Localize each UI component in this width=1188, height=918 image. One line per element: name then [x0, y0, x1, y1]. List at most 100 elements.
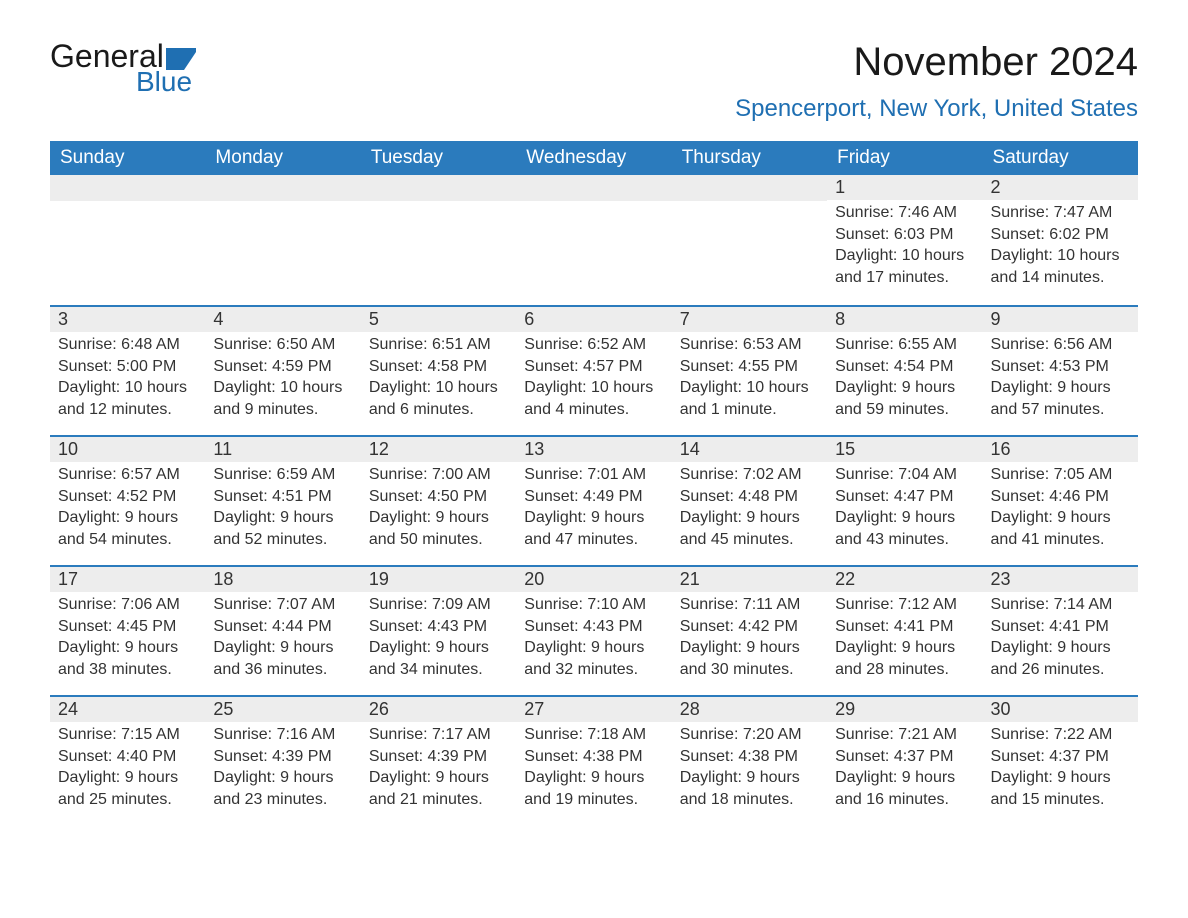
- day-details: Sunrise: 7:16 AMSunset: 4:39 PMDaylight:…: [205, 722, 360, 816]
- sunset-line: Sunset: 4:51 PM: [213, 486, 352, 508]
- day-cell: 21Sunrise: 7:11 AMSunset: 4:42 PMDayligh…: [672, 565, 827, 695]
- day-cell: 29Sunrise: 7:21 AMSunset: 4:37 PMDayligh…: [827, 695, 982, 825]
- weekday-header: Tuesday: [361, 141, 516, 175]
- sunset-line: Sunset: 4:57 PM: [524, 356, 663, 378]
- daylight-line: Daylight: 10 hours and 6 minutes.: [369, 377, 508, 420]
- day-number: 17: [50, 565, 205, 592]
- sunset-line: Sunset: 4:47 PM: [835, 486, 974, 508]
- sunset-line: Sunset: 6:02 PM: [991, 224, 1130, 246]
- day-details: Sunrise: 7:22 AMSunset: 4:37 PMDaylight:…: [983, 722, 1138, 816]
- day-number: [516, 175, 671, 201]
- sunrise-line: Sunrise: 6:52 AM: [524, 334, 663, 356]
- day-cell: 19Sunrise: 7:09 AMSunset: 4:43 PMDayligh…: [361, 565, 516, 695]
- sunrise-line: Sunrise: 7:04 AM: [835, 464, 974, 486]
- day-details: Sunrise: 7:06 AMSunset: 4:45 PMDaylight:…: [50, 592, 205, 686]
- daylight-line: Daylight: 10 hours and 4 minutes.: [524, 377, 663, 420]
- sunset-line: Sunset: 4:44 PM: [213, 616, 352, 638]
- day-cell: 5Sunrise: 6:51 AMSunset: 4:58 PMDaylight…: [361, 305, 516, 435]
- week-row: 3Sunrise: 6:48 AMSunset: 5:00 PMDaylight…: [50, 305, 1138, 435]
- weekday-header: Monday: [205, 141, 360, 175]
- day-cell: 9Sunrise: 6:56 AMSunset: 4:53 PMDaylight…: [983, 305, 1138, 435]
- sunrise-line: Sunrise: 7:15 AM: [58, 724, 197, 746]
- logo-word2: Blue: [136, 68, 192, 96]
- daylight-line: Daylight: 9 hours and 16 minutes.: [835, 767, 974, 810]
- day-cell: 15Sunrise: 7:04 AMSunset: 4:47 PMDayligh…: [827, 435, 982, 565]
- day-number: 19: [361, 565, 516, 592]
- empty-cell: [361, 175, 516, 305]
- empty-cell: [205, 175, 360, 305]
- day-cell: 2Sunrise: 7:47 AMSunset: 6:02 PMDaylight…: [983, 175, 1138, 305]
- weekday-header-row: SundayMondayTuesdayWednesdayThursdayFrid…: [50, 141, 1138, 175]
- sunrise-line: Sunrise: 6:59 AM: [213, 464, 352, 486]
- day-cell: 14Sunrise: 7:02 AMSunset: 4:48 PMDayligh…: [672, 435, 827, 565]
- day-cell: 11Sunrise: 6:59 AMSunset: 4:51 PMDayligh…: [205, 435, 360, 565]
- calendar-grid: SundayMondayTuesdayWednesdayThursdayFrid…: [50, 141, 1138, 825]
- day-cell: 22Sunrise: 7:12 AMSunset: 4:41 PMDayligh…: [827, 565, 982, 695]
- day-cell: 16Sunrise: 7:05 AMSunset: 4:46 PMDayligh…: [983, 435, 1138, 565]
- day-number: 7: [672, 305, 827, 332]
- sunset-line: Sunset: 6:03 PM: [835, 224, 974, 246]
- day-details: Sunrise: 6:48 AMSunset: 5:00 PMDaylight:…: [50, 332, 205, 426]
- day-cell: 1Sunrise: 7:46 AMSunset: 6:03 PMDaylight…: [827, 175, 982, 305]
- daylight-line: Daylight: 9 hours and 43 minutes.: [835, 507, 974, 550]
- day-details: Sunrise: 6:57 AMSunset: 4:52 PMDaylight:…: [50, 462, 205, 556]
- daylight-line: Daylight: 10 hours and 12 minutes.: [58, 377, 197, 420]
- sunrise-line: Sunrise: 7:02 AM: [680, 464, 819, 486]
- day-details: Sunrise: 7:00 AMSunset: 4:50 PMDaylight:…: [361, 462, 516, 556]
- day-cell: 6Sunrise: 6:52 AMSunset: 4:57 PMDaylight…: [516, 305, 671, 435]
- day-details: Sunrise: 6:56 AMSunset: 4:53 PMDaylight:…: [983, 332, 1138, 426]
- day-cell: 26Sunrise: 7:17 AMSunset: 4:39 PMDayligh…: [361, 695, 516, 825]
- page-header: General Blue November 2024 Spencerport, …: [50, 40, 1138, 123]
- sunset-line: Sunset: 4:49 PM: [524, 486, 663, 508]
- weekday-header: Sunday: [50, 141, 205, 175]
- weekday-header: Friday: [827, 141, 982, 175]
- sunset-line: Sunset: 4:50 PM: [369, 486, 508, 508]
- daylight-line: Daylight: 9 hours and 26 minutes.: [991, 637, 1130, 680]
- sunset-line: Sunset: 4:37 PM: [835, 746, 974, 768]
- day-number: [50, 175, 205, 201]
- sunrise-line: Sunrise: 6:57 AM: [58, 464, 197, 486]
- week-row: 1Sunrise: 7:46 AMSunset: 6:03 PMDaylight…: [50, 175, 1138, 305]
- sunset-line: Sunset: 4:54 PM: [835, 356, 974, 378]
- day-cell: 23Sunrise: 7:14 AMSunset: 4:41 PMDayligh…: [983, 565, 1138, 695]
- day-details: Sunrise: 7:01 AMSunset: 4:49 PMDaylight:…: [516, 462, 671, 556]
- day-cell: 13Sunrise: 7:01 AMSunset: 4:49 PMDayligh…: [516, 435, 671, 565]
- day-details: Sunrise: 7:46 AMSunset: 6:03 PMDaylight:…: [827, 200, 982, 294]
- sunrise-line: Sunrise: 6:55 AM: [835, 334, 974, 356]
- day-details: Sunrise: 6:55 AMSunset: 4:54 PMDaylight:…: [827, 332, 982, 426]
- sunrise-line: Sunrise: 7:00 AM: [369, 464, 508, 486]
- sunrise-line: Sunrise: 6:56 AM: [991, 334, 1130, 356]
- sunrise-line: Sunrise: 7:01 AM: [524, 464, 663, 486]
- week-row: 17Sunrise: 7:06 AMSunset: 4:45 PMDayligh…: [50, 565, 1138, 695]
- daylight-line: Daylight: 9 hours and 15 minutes.: [991, 767, 1130, 810]
- day-number: 11: [205, 435, 360, 462]
- day-cell: 17Sunrise: 7:06 AMSunset: 4:45 PMDayligh…: [50, 565, 205, 695]
- sunset-line: Sunset: 4:39 PM: [213, 746, 352, 768]
- day-cell: 12Sunrise: 7:00 AMSunset: 4:50 PMDayligh…: [361, 435, 516, 565]
- sunrise-line: Sunrise: 7:07 AM: [213, 594, 352, 616]
- daylight-line: Daylight: 9 hours and 57 minutes.: [991, 377, 1130, 420]
- day-cell: 28Sunrise: 7:20 AMSunset: 4:38 PMDayligh…: [672, 695, 827, 825]
- day-details: Sunrise: 7:47 AMSunset: 6:02 PMDaylight:…: [983, 200, 1138, 294]
- logo: General Blue: [50, 40, 200, 96]
- sunset-line: Sunset: 4:53 PM: [991, 356, 1130, 378]
- day-cell: 8Sunrise: 6:55 AMSunset: 4:54 PMDaylight…: [827, 305, 982, 435]
- day-number: 29: [827, 695, 982, 722]
- day-cell: 3Sunrise: 6:48 AMSunset: 5:00 PMDaylight…: [50, 305, 205, 435]
- day-details: Sunrise: 6:59 AMSunset: 4:51 PMDaylight:…: [205, 462, 360, 556]
- sunrise-line: Sunrise: 7:12 AM: [835, 594, 974, 616]
- sunrise-line: Sunrise: 7:18 AM: [524, 724, 663, 746]
- sunrise-line: Sunrise: 7:06 AM: [58, 594, 197, 616]
- day-number: [672, 175, 827, 201]
- sunset-line: Sunset: 4:38 PM: [524, 746, 663, 768]
- day-number: 21: [672, 565, 827, 592]
- sunset-line: Sunset: 5:00 PM: [58, 356, 197, 378]
- sunset-line: Sunset: 4:48 PM: [680, 486, 819, 508]
- daylight-line: Daylight: 9 hours and 21 minutes.: [369, 767, 508, 810]
- day-number: 16: [983, 435, 1138, 462]
- day-cell: 18Sunrise: 7:07 AMSunset: 4:44 PMDayligh…: [205, 565, 360, 695]
- sunset-line: Sunset: 4:58 PM: [369, 356, 508, 378]
- daylight-line: Daylight: 9 hours and 36 minutes.: [213, 637, 352, 680]
- daylight-line: Daylight: 9 hours and 30 minutes.: [680, 637, 819, 680]
- day-number: 30: [983, 695, 1138, 722]
